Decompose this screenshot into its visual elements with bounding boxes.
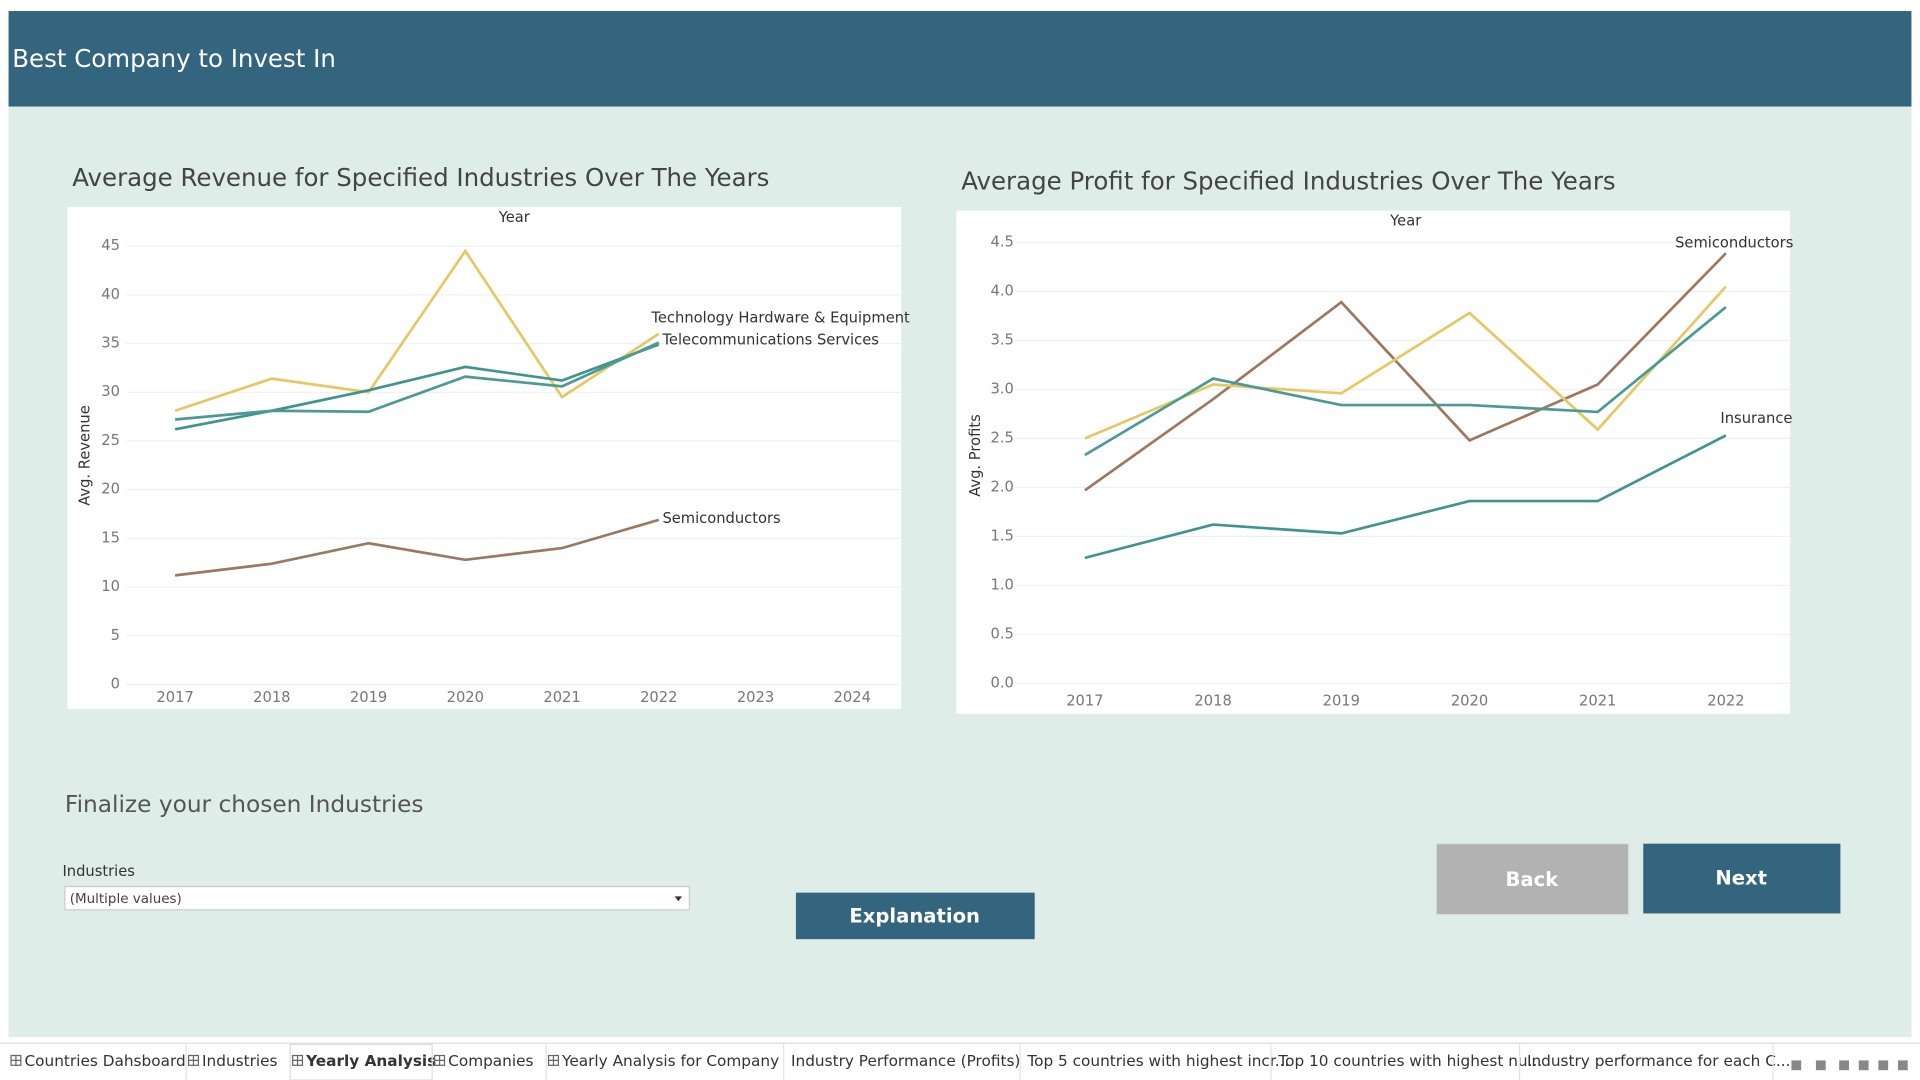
y-tick-label: 2.5 xyxy=(991,429,1014,446)
y-tick-label: 4.5 xyxy=(991,233,1014,250)
line-series xyxy=(1084,285,1727,440)
y-tick-label: 0.5 xyxy=(991,625,1014,642)
chart-panel xyxy=(67,206,902,709)
x-tick-label: 2020 xyxy=(447,689,484,706)
tab-nav-control[interactable] xyxy=(1858,1060,1869,1071)
explanation-button[interactable] xyxy=(795,892,1035,940)
chart-panel xyxy=(956,210,1791,714)
y-tick-label: 2.0 xyxy=(991,478,1014,495)
line-series xyxy=(174,248,660,413)
tab-selected[interactable] xyxy=(289,1043,433,1080)
tab-icon xyxy=(548,1055,559,1066)
x-tick-label: 2017 xyxy=(156,689,193,706)
tab[interactable]: Yearly Analysis xyxy=(305,1052,436,1070)
back-button-label[interactable]: Back xyxy=(1505,868,1559,891)
line-series xyxy=(174,341,660,421)
x-tick-label: 2020 xyxy=(1451,693,1488,710)
x-tick-label: 2024 xyxy=(834,689,871,706)
back-button[interactable] xyxy=(1435,843,1630,916)
x-tick-label: 2022 xyxy=(1707,693,1744,710)
tab[interactable]: Companies xyxy=(448,1052,533,1070)
filter-title: Finalize your chosen Industries xyxy=(65,791,424,818)
line-series xyxy=(174,518,660,577)
tab[interactable]: Industries xyxy=(202,1052,278,1070)
y-tick-label: 4.0 xyxy=(991,282,1014,299)
dropdown[interactable]: (Multiple values) xyxy=(64,885,690,911)
tab-icon xyxy=(434,1055,445,1066)
y-tick-label: 35 xyxy=(101,335,120,352)
x-tick-label: 2019 xyxy=(1323,693,1360,710)
dropdown-value[interactable]: (Multiple values) xyxy=(70,892,182,907)
tab[interactable]: Top 5 countries with highest incr... xyxy=(1026,1052,1289,1070)
tab-icon xyxy=(11,1055,21,1066)
line-label: Technology Hardware & Equipment xyxy=(650,309,910,326)
header-bar xyxy=(8,11,1912,107)
y-tick-label: 10 xyxy=(101,578,120,595)
y-tick-label: 5 xyxy=(111,627,120,644)
x-tick-label: 2023 xyxy=(737,689,774,706)
x-tick-label: 2018 xyxy=(253,689,290,706)
y-axis-title: Avg. Revenue xyxy=(77,405,94,506)
tab-nav-control[interactable] xyxy=(1878,1060,1889,1071)
x-axis-title: Year xyxy=(498,209,531,226)
x-tick-label: 2021 xyxy=(543,689,580,706)
y-tick-label: 45 xyxy=(101,237,120,254)
line-label: Insurance xyxy=(1720,410,1792,427)
line-series xyxy=(1084,434,1727,560)
next-button[interactable] xyxy=(1643,843,1841,914)
y-tick-label: 0 xyxy=(111,675,120,692)
y-tick-label: 1.5 xyxy=(991,527,1014,544)
y-tick-label: 15 xyxy=(101,529,120,546)
line-label: Telecommunications Services xyxy=(661,331,878,348)
y-tick-label: 20 xyxy=(101,481,120,498)
chart-title: Average Revenue for Specified Industries… xyxy=(72,163,769,192)
y-tick-label: 30 xyxy=(101,383,120,400)
tab-nav-control[interactable] xyxy=(1839,1060,1849,1071)
line-label: Semiconductors xyxy=(662,510,780,527)
x-tick-label: 2019 xyxy=(350,689,387,706)
tab[interactable]: Industry performance for each C... xyxy=(1527,1052,1791,1070)
tab-icon xyxy=(188,1055,199,1066)
y-tick-label: 40 xyxy=(101,286,120,303)
y-tick-label: 1.0 xyxy=(991,576,1014,593)
x-tick-label: 2022 xyxy=(640,689,677,706)
tab[interactable]: Industry Performance (Profits) xyxy=(791,1052,1020,1070)
header-title: Best Company to Invest In xyxy=(12,44,336,73)
tab-nav-control[interactable] xyxy=(1791,1060,1802,1071)
y-tick-label: 3.0 xyxy=(991,380,1014,397)
dropdown-box[interactable] xyxy=(64,885,690,911)
tab-icon xyxy=(292,1055,303,1066)
x-tick-label: 2017 xyxy=(1066,693,1103,710)
tab[interactable]: Yearly Analysis for Company xyxy=(561,1052,779,1070)
line-series xyxy=(174,343,660,431)
tab-nav-control[interactable] xyxy=(1815,1060,1826,1071)
y-axis-title: Avg. Profits xyxy=(967,414,984,497)
filter-label: Industries xyxy=(62,863,135,880)
line-series xyxy=(1084,306,1727,457)
line-series xyxy=(1084,252,1727,492)
chart-title: Average Profit for Specified Industries … xyxy=(961,166,1615,195)
y-tick-label: 0.0 xyxy=(991,674,1014,691)
x-tick-label: 2021 xyxy=(1579,693,1616,710)
explanation-button-label[interactable]: Explanation xyxy=(849,905,980,928)
line-label: Semiconductors xyxy=(1675,235,1793,252)
x-axis-title: Year xyxy=(1389,213,1422,230)
dropdown-arrow[interactable] xyxy=(674,896,683,902)
tab[interactable]: Countries Dahsboard xyxy=(24,1052,185,1070)
tab-nav-control[interactable] xyxy=(1897,1060,1908,1071)
y-tick-label: 3.5 xyxy=(991,331,1014,348)
tab[interactable]: Top 10 countries with highest nu... xyxy=(1277,1052,1542,1070)
next-button-label[interactable]: Next xyxy=(1715,867,1767,890)
y-tick-label: 25 xyxy=(101,432,120,449)
x-tick-label: 2018 xyxy=(1194,693,1231,710)
